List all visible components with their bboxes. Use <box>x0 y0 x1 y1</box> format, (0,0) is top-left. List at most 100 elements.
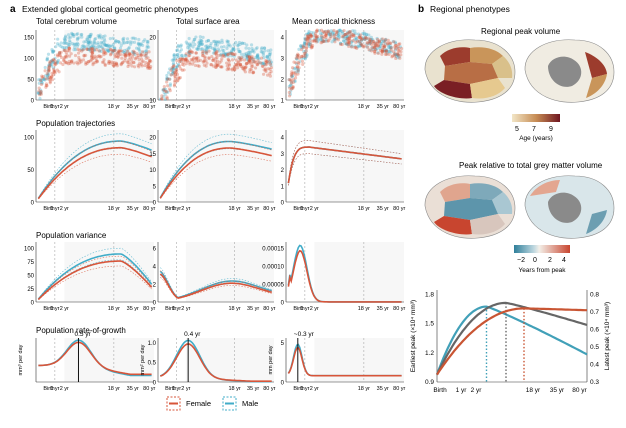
data-point-female <box>90 54 94 58</box>
data-point-female <box>144 51 149 56</box>
data-point-male <box>95 45 99 50</box>
data-point-male <box>178 59 183 63</box>
data-point-male <box>89 32 93 36</box>
data-point-male <box>238 50 242 54</box>
data-point-male <box>343 41 347 46</box>
data-point-female <box>194 56 199 60</box>
centile-line-female <box>38 140 152 199</box>
data-point-female <box>67 54 72 58</box>
x-tick-label: 35 yr <box>247 306 259 312</box>
data-point-male <box>103 43 107 47</box>
data-point-female <box>216 59 220 63</box>
data-point-female <box>347 36 351 41</box>
data-point-male <box>306 43 311 47</box>
data-point-male <box>87 36 92 41</box>
x-tick-label: 35 yr <box>127 206 139 212</box>
data-point-male <box>374 48 378 52</box>
brain-map-peak-age <box>424 39 615 103</box>
data-point-male <box>260 62 264 66</box>
data-point-female <box>52 70 56 74</box>
data-point-male <box>268 58 272 62</box>
data-point-male <box>340 30 345 34</box>
data-point-female <box>380 48 385 52</box>
data-point-female <box>381 43 385 47</box>
data-point-male <box>172 58 176 63</box>
data-point-male <box>319 32 323 36</box>
data-point-female <box>112 64 116 68</box>
data-point-female <box>328 37 332 41</box>
data-point-male <box>345 35 349 39</box>
data-point-male <box>136 42 140 46</box>
plot-background <box>314 338 404 382</box>
data-point-female <box>295 65 300 69</box>
data-point-female <box>393 45 397 49</box>
data-point-female <box>62 48 66 52</box>
data-point-female <box>256 59 260 63</box>
data-point-female <box>201 60 205 64</box>
data-point-male <box>51 50 55 54</box>
data-point-male <box>369 40 373 44</box>
data-point-female <box>251 71 255 75</box>
data-point-female <box>184 58 188 62</box>
data-point-male <box>57 43 61 47</box>
data-point-male <box>67 36 71 40</box>
data-point-female <box>393 52 397 56</box>
data-point-female <box>204 59 208 63</box>
data-point-male <box>172 53 176 57</box>
data-point-male <box>54 45 58 49</box>
data-point-male <box>231 47 236 51</box>
brain2-medial-region-b <box>586 210 607 234</box>
data-point-male <box>98 44 102 48</box>
data-point-female <box>141 59 145 63</box>
data-point-female <box>204 51 209 55</box>
data-point-male <box>260 46 264 50</box>
data-point-female <box>347 44 351 48</box>
data-point-female <box>57 50 62 55</box>
data-point-male <box>213 46 217 50</box>
data-point-female <box>343 32 347 37</box>
data-point-male <box>121 41 125 45</box>
data-point-female <box>219 65 224 69</box>
data-point-female <box>149 59 153 63</box>
data-point-female <box>296 69 300 73</box>
data-point-female <box>373 45 377 49</box>
data-point-male <box>308 41 312 45</box>
data-point-male <box>324 39 328 43</box>
data-point-female <box>264 60 268 64</box>
data-point-male <box>189 42 193 46</box>
y-left-axis-label: Earliest peak (×10⁴ mm³) <box>410 300 417 372</box>
data-point-male <box>135 46 139 50</box>
data-point-female <box>243 65 247 69</box>
data-point-female <box>37 86 41 90</box>
data-point-male <box>205 49 209 54</box>
data-point-female <box>348 29 352 34</box>
data-point-female <box>251 71 256 75</box>
data-point-male <box>308 37 312 41</box>
data-point-male <box>345 37 349 41</box>
data-point-female <box>302 51 307 55</box>
data-point-female <box>129 61 133 65</box>
data-point-female <box>389 46 393 50</box>
data-point-female <box>85 47 89 51</box>
data-point-male <box>45 57 49 62</box>
data-point-female <box>220 57 224 61</box>
data-point-male <box>232 43 236 47</box>
data-point-male <box>145 44 149 48</box>
data-point-male <box>303 37 307 41</box>
data-point-female <box>225 68 229 72</box>
data-point-female <box>131 53 135 57</box>
data-point-male <box>184 54 188 58</box>
x-tick-label: 18 yr <box>108 386 120 392</box>
data-point-male <box>360 38 364 42</box>
data-point-male <box>61 45 65 49</box>
data-point-male <box>204 50 208 54</box>
data-point-male <box>186 45 190 50</box>
data-point-female <box>120 61 125 65</box>
panel-b-heading: Regional phenotypes <box>430 4 510 14</box>
data-point-female <box>127 58 131 62</box>
data-point-male <box>171 63 175 67</box>
y-tick-label: 0.00015 <box>262 247 284 253</box>
data-point-male <box>255 56 259 60</box>
data-point-female <box>211 58 215 62</box>
